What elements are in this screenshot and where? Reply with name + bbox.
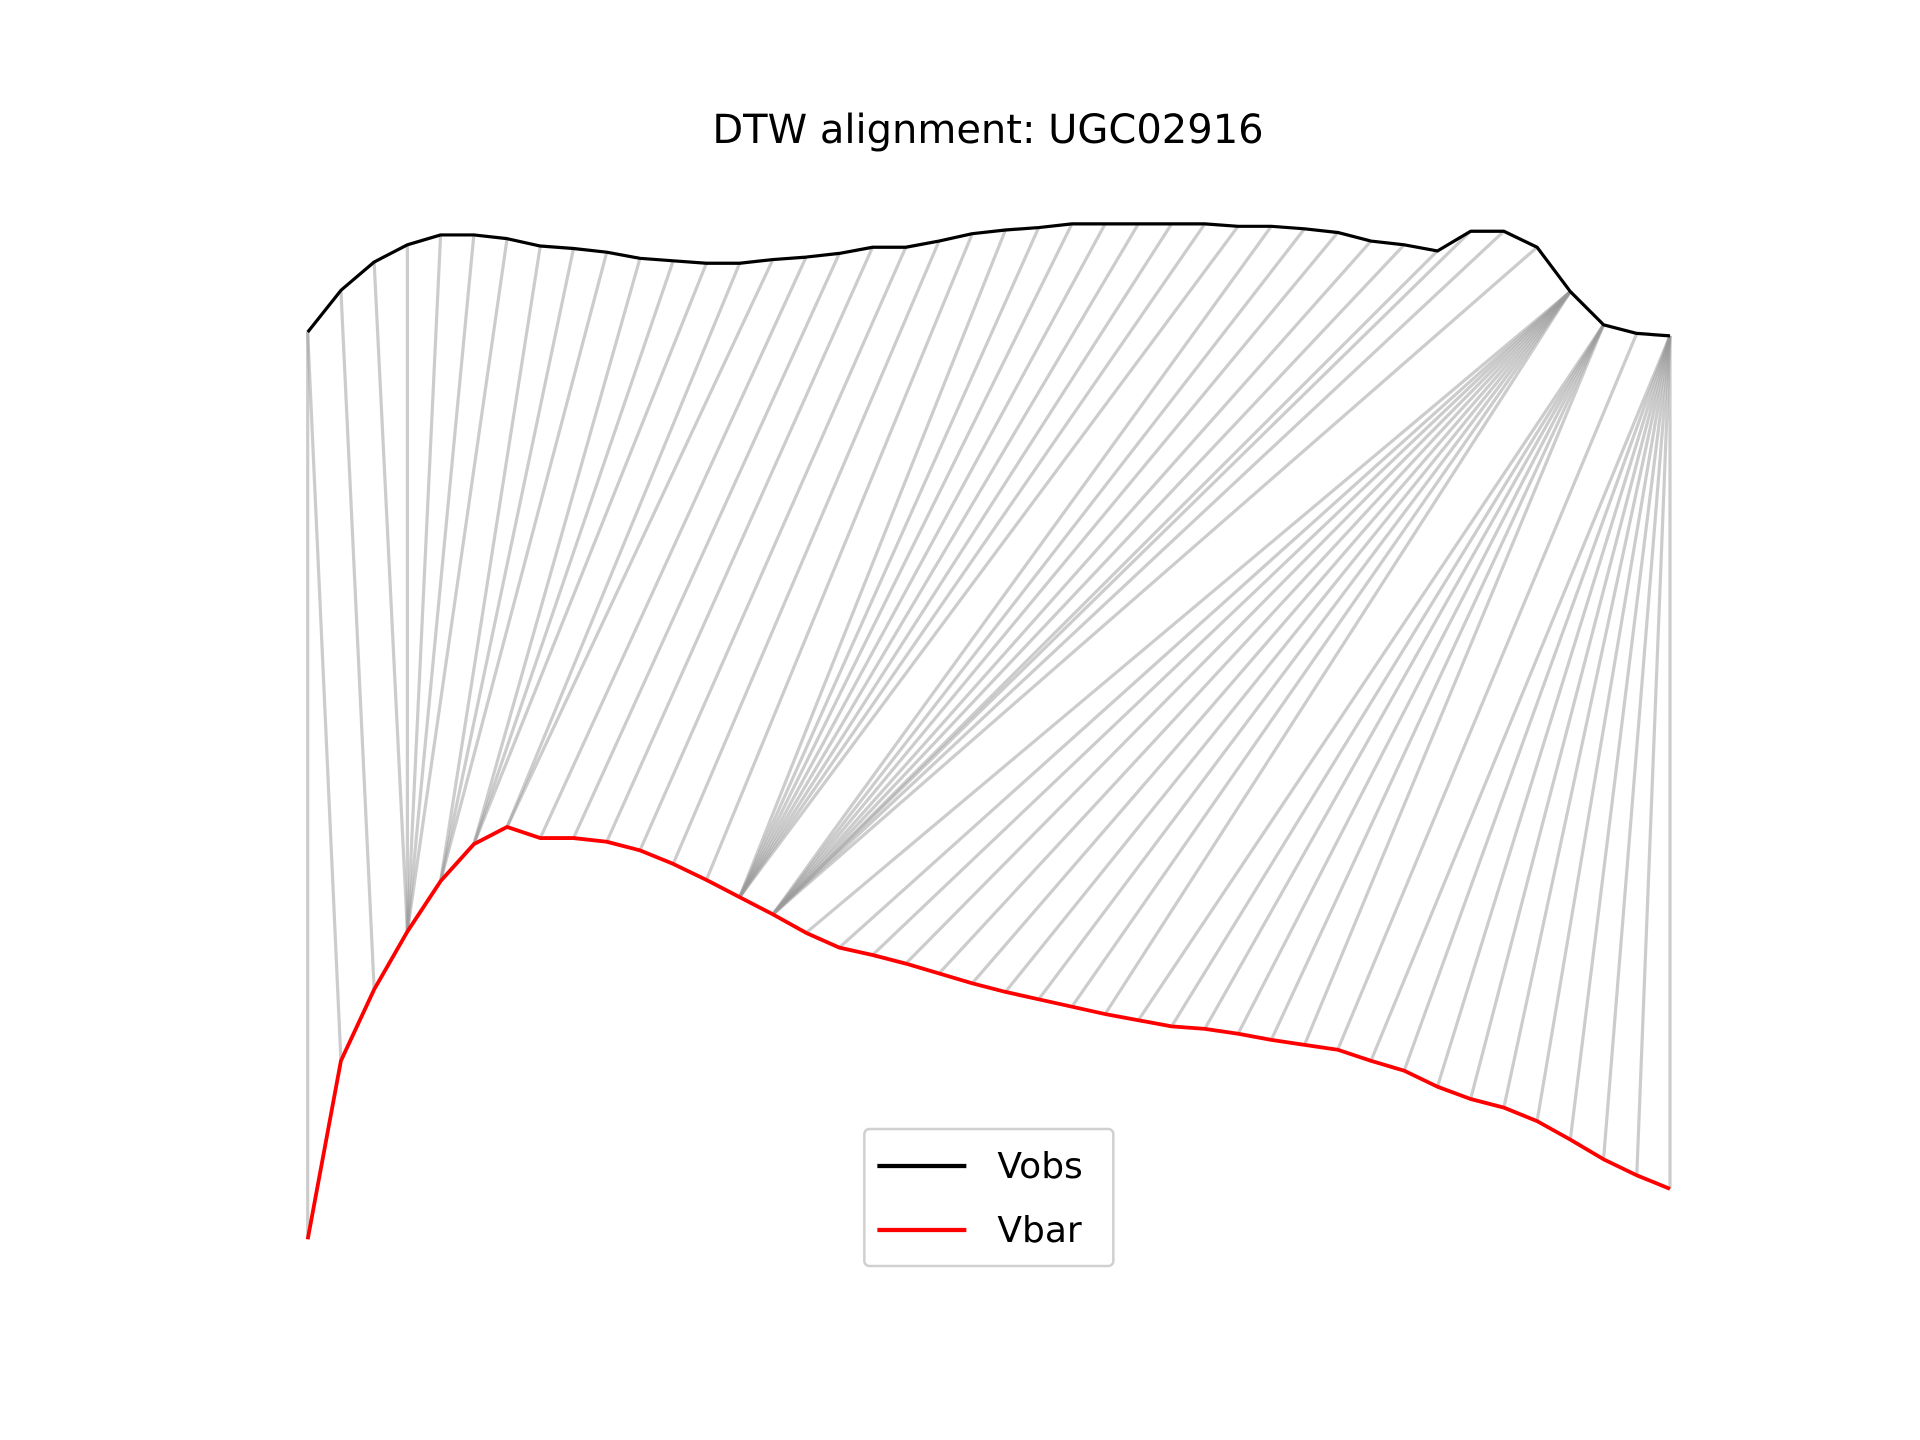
- alignment-line: [771, 231, 1339, 916]
- alignment-line: [1137, 323, 1605, 1022]
- chart-title: DTW alignment: UGC02916: [712, 107, 1263, 153]
- alignment-line: [771, 246, 1539, 916]
- alignment-line: [439, 248, 576, 882]
- alignment-lines: [306, 222, 1672, 1240]
- alignment-line: [738, 223, 1107, 898]
- alignment-line: [738, 223, 1140, 898]
- alignment-line: [1568, 335, 1672, 1140]
- alignment-line: [439, 251, 609, 882]
- alignment-line: [771, 227, 1306, 916]
- series-line: [305, 825, 1671, 1240]
- alignment-line: [1037, 290, 1572, 1001]
- alignment-line: [1303, 324, 1606, 1046]
- alignment-line: [738, 222, 1207, 899]
- alignment-line: [1269, 324, 1605, 1041]
- legend-label: Vbar: [997, 1210, 1082, 1251]
- alignment-line: [605, 246, 875, 843]
- alignment-line: [805, 290, 1572, 935]
- alignment-line: [638, 246, 908, 852]
- alignment-line: [1402, 335, 1672, 1072]
- alignment-line: [1170, 323, 1605, 1028]
- alignment-line: [738, 229, 1007, 898]
- alignment-line: [306, 332, 343, 1061]
- alignment-line: [405, 238, 509, 932]
- alignment-line: [472, 262, 708, 845]
- alignment-line: [1236, 324, 1605, 1035]
- alignment-line: [439, 245, 542, 882]
- series-line: [306, 222, 1671, 338]
- legend: Vobs Vbar: [863, 1127, 1115, 1268]
- alignment-line: [1004, 290, 1572, 993]
- alignment-line: [339, 290, 376, 990]
- alignment-line: [738, 226, 1041, 898]
- alignment-line: [937, 290, 1572, 975]
- alignment-line: [771, 225, 1273, 916]
- alignment-line: [771, 230, 1505, 916]
- alignment-line: [1070, 290, 1572, 1008]
- alignment-line: [505, 258, 775, 828]
- alignment-line: [671, 240, 941, 865]
- alignment-line: [904, 290, 1572, 965]
- legend-label: Vobs: [997, 1146, 1082, 1187]
- alignment-line: [1103, 290, 1572, 1015]
- alignment-line: [738, 223, 1074, 898]
- alignment-line: [738, 225, 1240, 899]
- alignment-line: [472, 257, 642, 845]
- alignment-line: [1601, 335, 1672, 1160]
- alignment-line: [771, 243, 1406, 916]
- alignment-line: [738, 222, 1173, 898]
- alignment-line: [372, 261, 409, 932]
- alignment-line: [572, 252, 841, 839]
- alignment-line: [1469, 335, 1672, 1100]
- alignment-line: [704, 233, 974, 881]
- alignment-line: [971, 290, 1572, 985]
- alignment-line: [771, 230, 1472, 916]
- alignment-line: [1535, 335, 1672, 1122]
- alignment-line: [838, 290, 1572, 949]
- alignment-line: [1435, 335, 1672, 1088]
- alignment-line: [1502, 335, 1672, 1108]
- alignment-line: [472, 260, 675, 845]
- alignment-line: [1336, 332, 1639, 1051]
- alignment-line: [1369, 335, 1672, 1062]
- alignment-line: [538, 256, 808, 839]
- alignment-line: [871, 290, 1572, 957]
- alignment-line: [1203, 324, 1605, 1030]
- alignment-line: [405, 234, 476, 932]
- alignment-line: [1635, 335, 1672, 1176]
- alignment-line: [505, 262, 742, 828]
- alignment-line: [771, 240, 1373, 916]
- alignment-line: [405, 234, 443, 932]
